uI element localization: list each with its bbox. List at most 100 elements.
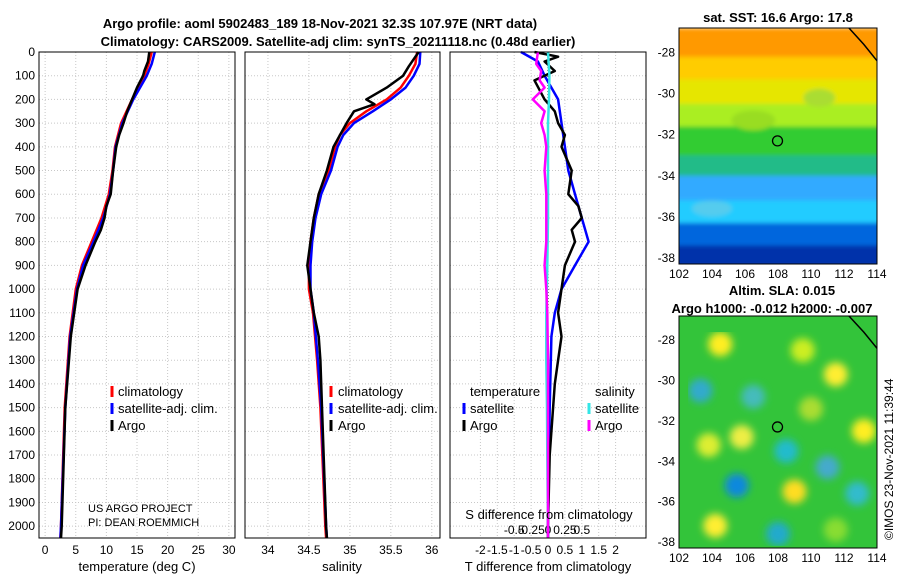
x-tick-label: 0.5 bbox=[557, 543, 574, 557]
x-tick-label: 10 bbox=[100, 543, 114, 557]
sst-band bbox=[679, 103, 877, 128]
sla-blob bbox=[823, 362, 848, 387]
legend-argo-label: Argo bbox=[338, 418, 365, 433]
depth-tick-label: 500 bbox=[15, 164, 35, 178]
lat-tick-label: -28 bbox=[658, 46, 676, 60]
coastline bbox=[848, 316, 877, 349]
legend-satellite-label: satellite-adj. clim. bbox=[118, 401, 218, 416]
x-tick-label: 20 bbox=[161, 543, 175, 557]
x-tick-label: 15 bbox=[130, 543, 144, 557]
sla-blob bbox=[790, 338, 815, 363]
sla-blob bbox=[741, 384, 766, 409]
coastline bbox=[848, 28, 877, 62]
lon-tick-label: 114 bbox=[867, 551, 886, 565]
sla-blob bbox=[799, 396, 823, 421]
plot-frame bbox=[38, 51, 236, 539]
depth-tick-label: 2000 bbox=[8, 519, 35, 533]
x-tick-label: 0 bbox=[42, 543, 49, 557]
sla-blob bbox=[774, 439, 799, 464]
lon-tick-label: 102 bbox=[669, 267, 689, 281]
legend-satellite-label: satellite-adj. clim. bbox=[338, 401, 438, 416]
lon-tick-label: 114 bbox=[867, 267, 886, 281]
x-tick-label: 36 bbox=[425, 543, 439, 557]
sst-map: sat. SST: 16.6 Argo: 17.8 102 104 106 108 11… bbox=[658, 10, 887, 281]
sst-patch bbox=[803, 88, 836, 107]
lat-tick-label: -34 bbox=[658, 169, 676, 183]
x-tick-label: 1 bbox=[578, 543, 585, 557]
salinity-legend: climatology satellite-adj. clim. Argo bbox=[329, 384, 438, 433]
sst-band bbox=[679, 245, 877, 264]
sst-band bbox=[679, 126, 877, 157]
argo-float-marker bbox=[771, 135, 784, 147]
lat-tick-label: -32 bbox=[658, 414, 676, 428]
figure-title-line1: Argo profile: aoml 5902483_189 18-Nov-20… bbox=[103, 16, 537, 31]
x-tick-label: 35 bbox=[343, 543, 357, 557]
x-tick-label: 1.5 bbox=[590, 543, 607, 557]
depth-tick-label: 1600 bbox=[8, 424, 35, 438]
series-line-temperature-argo bbox=[533, 50, 584, 538]
plot-frame bbox=[244, 51, 441, 539]
series-line-argo bbox=[306, 51, 420, 539]
sla-map-title-line1: Altim. SLA: 0.015 bbox=[729, 283, 835, 298]
sst-band bbox=[679, 28, 877, 58]
sst-band bbox=[679, 155, 877, 177]
x-tick-label: 0 bbox=[545, 543, 552, 557]
legend-t-argo-label: Argo bbox=[470, 418, 497, 433]
sst-band bbox=[679, 175, 877, 202]
sla-blob bbox=[782, 479, 807, 504]
imos-credit: ©IMOS 23-Nov-2021 11:39:44 bbox=[882, 378, 896, 540]
depth-tick-label: 300 bbox=[15, 116, 35, 130]
depth-tick-label: 900 bbox=[15, 258, 35, 272]
lat-tick-label: -32 bbox=[658, 128, 676, 142]
sla-blob bbox=[724, 473, 749, 498]
legend-salinity-header: salinity bbox=[595, 384, 635, 399]
lon-tick-label: 106 bbox=[735, 267, 755, 281]
lon-tick-label: 102 bbox=[669, 551, 689, 565]
s-tick-label: -0.25 bbox=[517, 523, 545, 537]
legend-t-satellite-label: satellite bbox=[470, 401, 514, 416]
temperature-panel: 0100200300400500600700800900100011001200… bbox=[8, 45, 236, 557]
x-tick-label: 34.5 bbox=[297, 543, 321, 557]
sla-blob bbox=[688, 378, 713, 403]
depth-tick-label: 1800 bbox=[8, 472, 35, 486]
lon-tick-label: 110 bbox=[801, 551, 820, 565]
difference-panel: -2-1.5-1-0.500.511.52-0.5-0.2500.250.5 bbox=[449, 50, 647, 557]
x-tick-label: 2 bbox=[612, 543, 619, 557]
sla-map-title-line2: Argo h1000: -0.012 h2000: -0.007 bbox=[672, 301, 873, 316]
depth-tick-label: 1900 bbox=[8, 495, 35, 509]
x-tick-label: -2 bbox=[475, 543, 486, 557]
x-tick-label: -0.5 bbox=[521, 543, 542, 557]
lon-tick-label: 104 bbox=[702, 551, 722, 565]
x-tick-label: 34 bbox=[261, 543, 275, 557]
lon-tick-label: 106 bbox=[735, 551, 755, 565]
lon-tick-label: 110 bbox=[801, 267, 820, 281]
map-frame bbox=[678, 27, 878, 265]
argo-float-marker bbox=[771, 421, 784, 433]
series-line-argo bbox=[59, 51, 151, 539]
depth-tick-label: 100 bbox=[15, 69, 35, 83]
x-tick-label: 35.5 bbox=[379, 543, 403, 557]
lat-tick-label: -34 bbox=[658, 454, 676, 468]
sst-patch bbox=[731, 110, 776, 131]
depth-tick-label: 1400 bbox=[8, 377, 35, 391]
sla-map: Altim. SLA: 0.015 Argo h1000: -0.012 h20… bbox=[658, 283, 887, 565]
legend-argo-label: Argo bbox=[118, 418, 145, 433]
sla-blob bbox=[823, 517, 848, 542]
depth-tick-label: 1000 bbox=[8, 282, 35, 296]
depth-tick-label: 1100 bbox=[9, 306, 35, 320]
depth-tick-label: 200 bbox=[15, 92, 35, 106]
project-credit: US ARGO PROJECT bbox=[88, 503, 193, 515]
pi-credit: PI: DEAN ROEMMICH bbox=[88, 517, 199, 529]
sst-band bbox=[679, 56, 877, 81]
legend-temperature-header: temperature bbox=[470, 384, 540, 399]
sla-blob bbox=[851, 418, 876, 443]
sst-map-title: sat. SST: 16.6 Argo: 17.8 bbox=[703, 10, 853, 25]
depth-tick-label: 1700 bbox=[8, 448, 35, 462]
lon-tick-label: 108 bbox=[768, 267, 788, 281]
sla-blob bbox=[845, 481, 870, 506]
sla-blob bbox=[815, 455, 840, 480]
temperature-axis-label: temperature (deg C) bbox=[78, 559, 195, 574]
depth-tick-label: 1200 bbox=[8, 329, 35, 343]
sst-band-group bbox=[679, 28, 877, 264]
